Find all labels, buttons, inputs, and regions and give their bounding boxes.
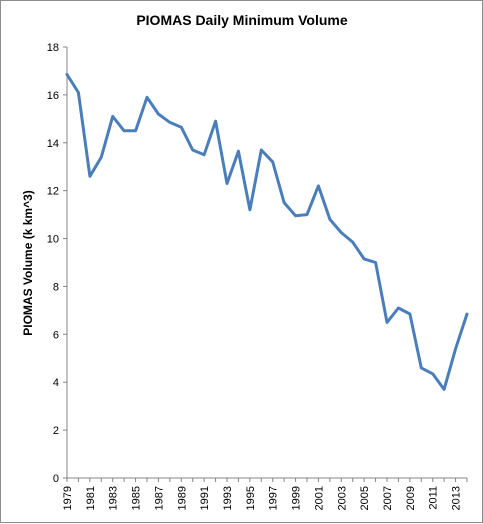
- x-axis-ticks: 1979 1981 1983 1985 1987 1989 1991 1993 1995 1997…: [62, 478, 468, 510]
- x-tick-label: 2003: [336, 486, 348, 510]
- y-tick-label: 14: [47, 138, 59, 150]
- x-tick-label: 1991: [199, 486, 211, 510]
- x-tick-label: 2011: [428, 486, 440, 510]
- x-tick-label: 1979: [62, 486, 74, 510]
- y-tick-label: 6: [53, 329, 59, 341]
- y-tick-label: 0: [53, 473, 59, 485]
- y-axis-ticks: 0 2 4 6 8 10 12 14 16 18: [47, 42, 67, 485]
- x-tick-label: 1995: [245, 486, 257, 510]
- y-tick-label: 10: [47, 234, 59, 246]
- y-tick-label: 2: [53, 425, 59, 437]
- x-tick-label: 2009: [405, 486, 417, 510]
- x-tick-label: 2007: [382, 486, 394, 510]
- y-tick-label: 8: [53, 281, 59, 293]
- x-tick-label: 1993: [222, 486, 234, 510]
- x-tick-label: 2001: [313, 486, 325, 510]
- chart-title: PIOMAS Daily Minimum Volume: [136, 12, 348, 28]
- y-tick-label: 18: [47, 42, 59, 54]
- x-tick-label: 1997: [268, 486, 280, 510]
- x-tick-label: 1999: [291, 486, 303, 510]
- x-tick-label: 1983: [108, 486, 120, 510]
- series-line: [65, 73, 469, 391]
- x-tick-label: 1987: [153, 486, 165, 510]
- x-tick-label: 1985: [131, 486, 143, 510]
- y-tick-label: 16: [47, 90, 59, 102]
- x-tick-label: 1981: [85, 486, 97, 510]
- y-tick-label: 4: [53, 377, 59, 389]
- x-tick-label: 1989: [176, 486, 188, 510]
- y-axis-label: PIOMAS Volume (k km^3): [21, 190, 35, 335]
- y-tick-label: 12: [47, 186, 59, 198]
- x-tick-label: 2005: [359, 486, 371, 510]
- x-tick-label: 2013: [451, 486, 463, 510]
